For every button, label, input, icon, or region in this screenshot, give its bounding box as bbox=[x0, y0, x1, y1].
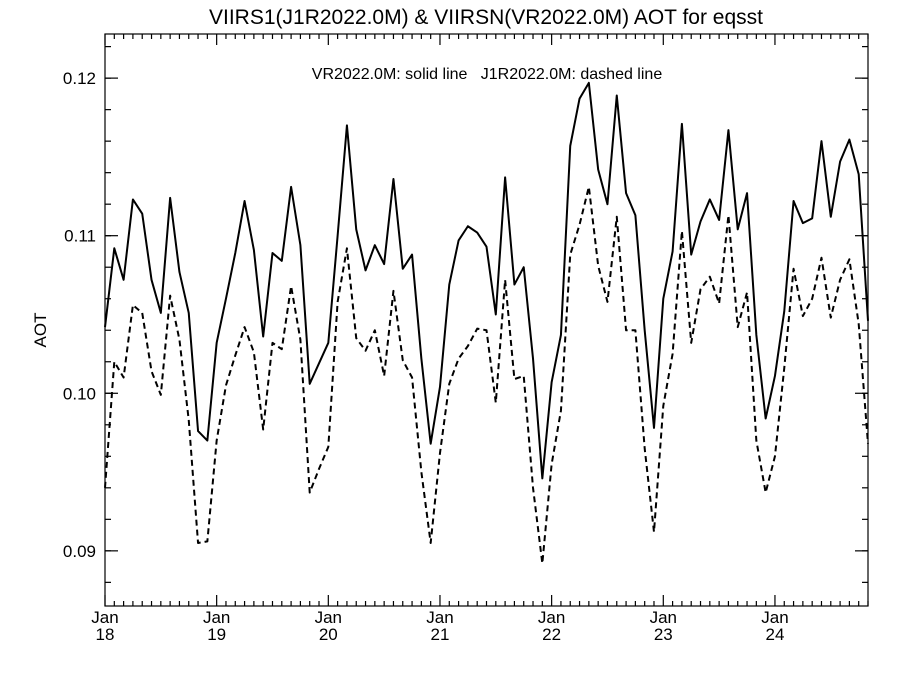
x-tick-label-month: Jan bbox=[538, 608, 565, 627]
y-tick-label: 0.10 bbox=[63, 384, 96, 403]
series-line-solid bbox=[104, 81, 869, 480]
x-tick-label-month: Jan bbox=[91, 608, 118, 627]
x-tick-label-year: 24 bbox=[765, 625, 784, 644]
x-tick-label-month: Jan bbox=[761, 608, 788, 627]
y-axis-label: AOT bbox=[31, 313, 50, 348]
x-tick-label-year: 20 bbox=[319, 625, 338, 644]
chart-title: VIIRS1(J1R2022.0M) & VIIRSN(VR2022.0M) A… bbox=[209, 6, 763, 29]
x-tick-label-year: 23 bbox=[654, 625, 673, 644]
y-tick-label: 0.09 bbox=[63, 542, 96, 561]
line-style-annotation: VR2022.0M: solid line J1R2022.0M: dashed… bbox=[312, 66, 663, 83]
x-tick-label-year: 21 bbox=[431, 625, 450, 644]
x-tick-label-year: 18 bbox=[96, 625, 115, 644]
y-tick-label: 0.11 bbox=[64, 227, 96, 246]
series-line-dashed bbox=[104, 185, 869, 565]
x-tick-label-month: Jan bbox=[203, 608, 230, 627]
x-tick-label-month: Jan bbox=[426, 608, 453, 627]
axis-ticks bbox=[104, 34, 869, 606]
y-tick-label: 0.12 bbox=[63, 69, 96, 88]
x-tick-label-month: Jan bbox=[650, 608, 677, 627]
plot-frame bbox=[104, 33, 869, 607]
x-tick-label-month: Jan bbox=[315, 608, 342, 627]
axis-tick-labels: 0.090.100.110.12Jan18Jan19Jan20Jan21Jan2… bbox=[63, 69, 789, 644]
x-tick-label-year: 19 bbox=[207, 625, 226, 644]
series-lines bbox=[104, 81, 869, 565]
x-tick-label-year: 22 bbox=[542, 625, 561, 644]
